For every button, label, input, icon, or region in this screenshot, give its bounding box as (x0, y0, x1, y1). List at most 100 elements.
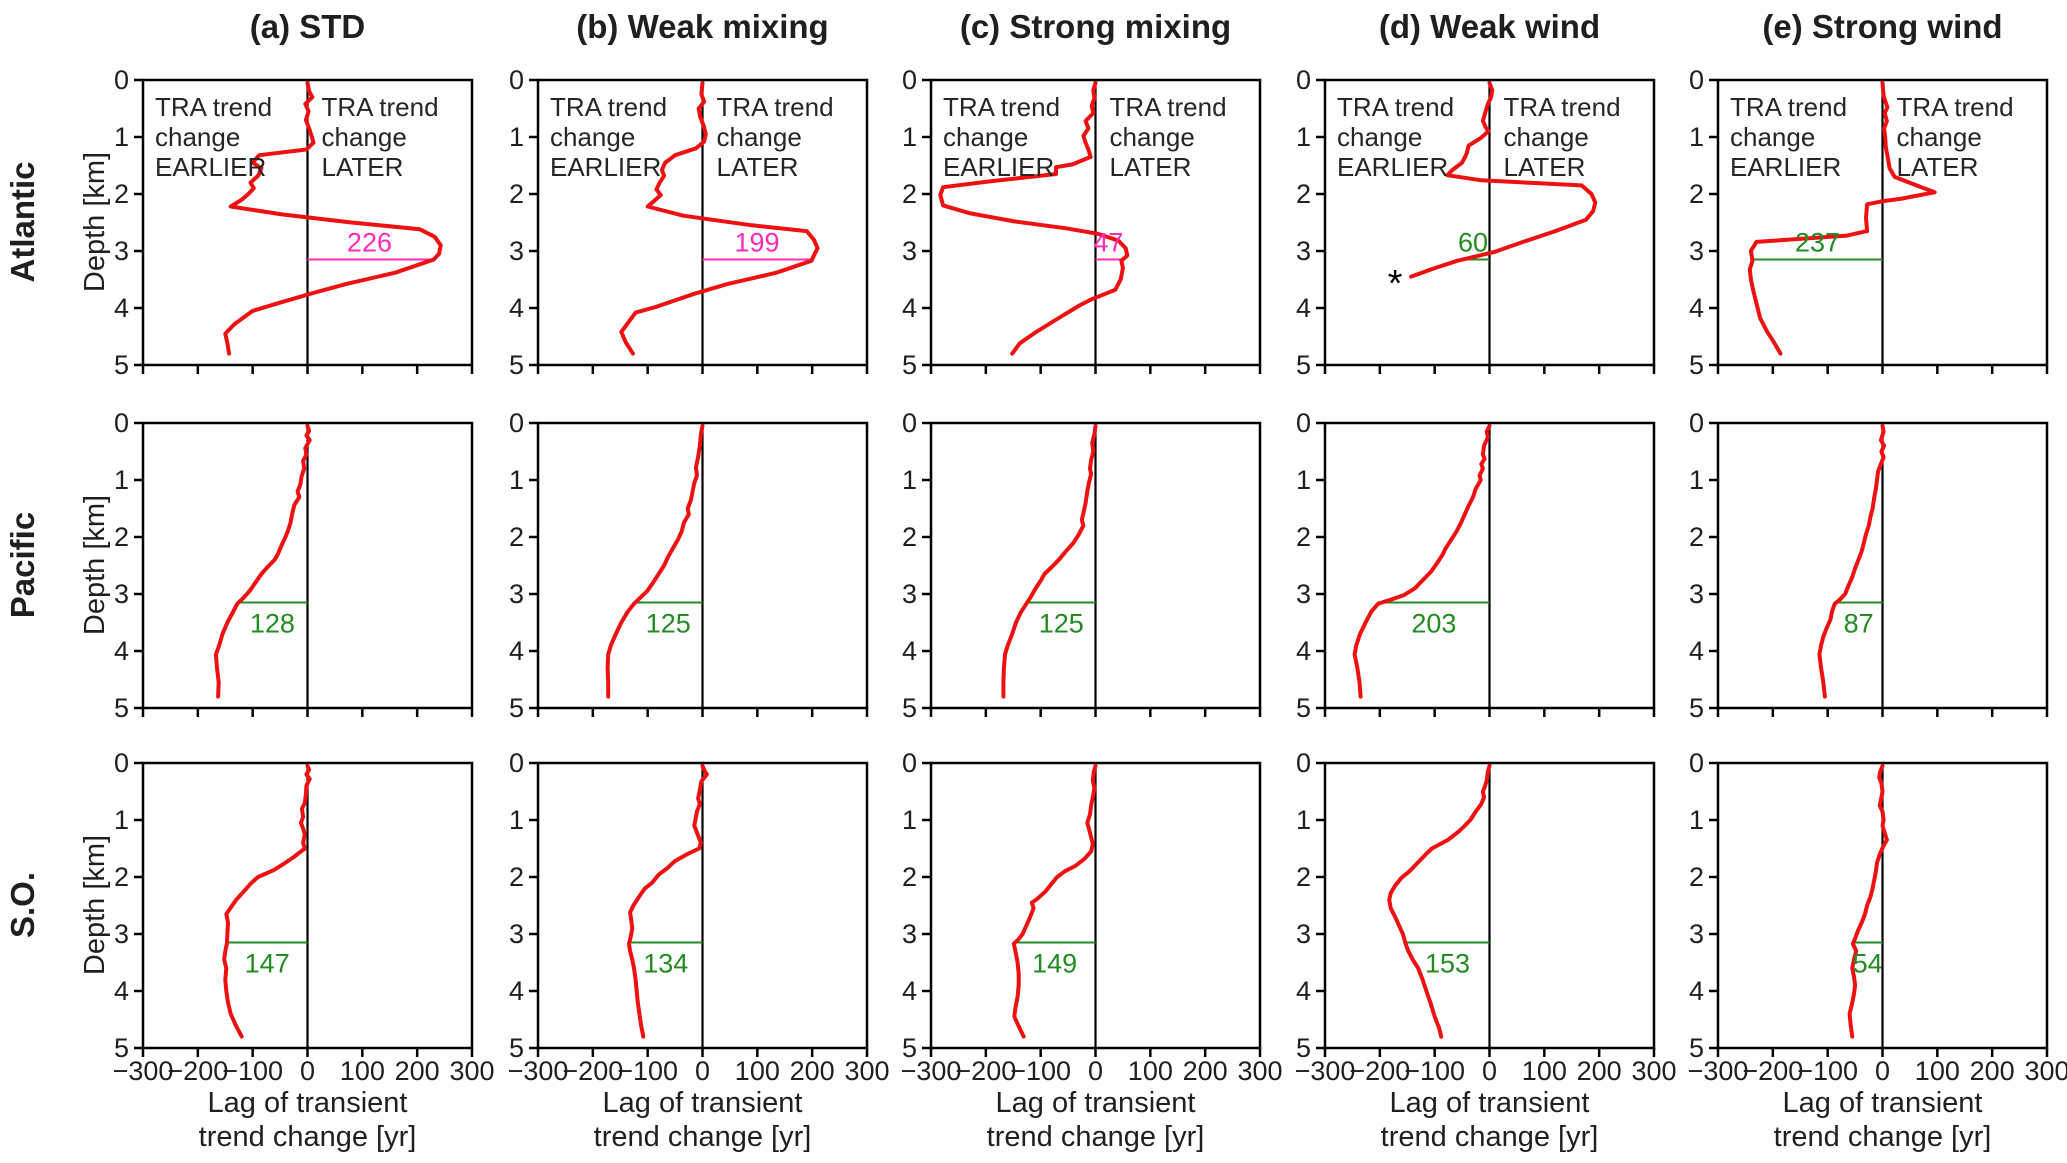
annotation-earlier: EARLIER (943, 152, 1054, 182)
lag-value-label: 47 (1093, 228, 1123, 258)
x-axis (141, 708, 474, 717)
x-tick-label: −200 (562, 1056, 623, 1086)
y-tick-label: 1 (902, 805, 917, 835)
y-tick-label: 0 (902, 65, 917, 95)
y-tick-label: 1 (114, 805, 129, 835)
x-tick-label: −300 (901, 1056, 962, 1086)
y-tick-label: 5 (1296, 693, 1311, 723)
y-tick-label: 3 (114, 919, 129, 949)
x-tick-label: 0 (1088, 1056, 1103, 1086)
y-tick-label: 3 (114, 236, 129, 266)
y-tick-label: 5 (902, 1033, 917, 1063)
y-tick-label: 0 (1689, 65, 1704, 95)
y-tick-label: 1 (1296, 465, 1311, 495)
y-tick-label: 5 (509, 1033, 524, 1063)
y-tick-label: 0 (114, 748, 129, 778)
profile-line (1409, 80, 1598, 279)
y-tick-label: 2 (1296, 522, 1311, 552)
y-axis: 0 1 2 3 4 5 (1689, 408, 1718, 723)
y-tick-label: 5 (509, 693, 524, 723)
y-tick-label: 4 (902, 976, 917, 1006)
x-tick-label: 0 (1482, 1056, 1497, 1086)
y-tick-label: 0 (1689, 748, 1704, 778)
annotation-later: TRA trend (1504, 92, 1621, 122)
y-axis: 0 1 2 3 4 5 (114, 65, 143, 380)
x-tick-label: −200 (955, 1056, 1016, 1086)
annotation-earlier: TRA trend (550, 92, 667, 122)
y-axis: 0 1 2 3 4 5 (114, 408, 143, 723)
y-tick-label: 1 (509, 122, 524, 152)
y-tick-label: 4 (1296, 636, 1311, 666)
x-tick-label: 100 (735, 1056, 780, 1086)
annotation-later: TRA trend (1897, 92, 2014, 122)
panel-so-strong-mixing: 149 −300−200−100 0 100 200 300 0 1 2 3 4 5 (901, 748, 1283, 1086)
y-tick-label: 1 (509, 465, 524, 495)
lag-value-label: 153 (1425, 949, 1470, 979)
y-tick-label: 2 (114, 179, 129, 209)
x-axis (1323, 708, 1656, 717)
x-tick-label: −100 (1797, 1056, 1858, 1086)
y-tick-label: 1 (114, 122, 129, 152)
y-axis: 0 1 2 3 4 5 (1689, 65, 1718, 380)
y-tick-label: 4 (1689, 293, 1704, 323)
y-tick-label: 0 (1296, 65, 1311, 95)
x-axis-label-col3: Lag of transient trend change [yr] (987, 1087, 1205, 1153)
y-tick-label: 5 (509, 350, 524, 380)
x-tick-label: 0 (300, 1056, 315, 1086)
y-tick-label: 2 (902, 179, 917, 209)
x-tick-label: 200 (1577, 1056, 1622, 1086)
x-axis: −300−200−100 0 100 200 300 (1295, 1048, 1677, 1086)
panel-so-strong-wind: 54 −300−200−100 0 100 200 300 0 1 2 3 4 5 (1688, 748, 2067, 1086)
lag-value-label: 199 (735, 228, 780, 258)
panel-so-weak-wind: 153 −300−200−100 0 100 200 300 0 1 2 3 4 5 (1295, 748, 1677, 1086)
y-tick-label: 4 (114, 636, 129, 666)
y-tick-label: 0 (902, 408, 917, 438)
profile-line (1011, 763, 1098, 1039)
row-label-so: S.O. (4, 872, 41, 938)
y-tick-label: 2 (1296, 179, 1311, 209)
profile-line (213, 423, 312, 699)
annotation-earlier: change (550, 122, 635, 152)
x-axis-label-col5: Lag of transient trend change [yr] (1774, 1087, 1992, 1153)
y-tick-label: 5 (902, 693, 917, 723)
x-tick-label: 200 (395, 1056, 440, 1086)
y-tick-label: 0 (902, 748, 917, 778)
panel-pacific-weak-wind: 203 0 1 2 3 4 5 (1296, 408, 1656, 723)
column-title-weak-wind: (d) Weak wind (1379, 8, 1600, 45)
x-tick-label: −100 (1010, 1056, 1071, 1086)
y-tick-label: 4 (114, 976, 129, 1006)
y-tick-label: 3 (509, 236, 524, 266)
x-axis (929, 708, 1262, 717)
y-tick-label: 2 (902, 522, 917, 552)
y-tick-label: 3 (1296, 579, 1311, 609)
annotation-later: LATER (322, 152, 404, 182)
y-tick-label: 0 (509, 408, 524, 438)
y-tick-label: 4 (509, 293, 524, 323)
y-tick-label: 4 (509, 636, 524, 666)
x-tick-label: 0 (1875, 1056, 1890, 1086)
x-tick-label: −200 (1349, 1056, 1410, 1086)
y-tick-label: 2 (509, 862, 524, 892)
y-tick-label: 1 (1689, 805, 1704, 835)
y-tick-label: 1 (509, 805, 524, 835)
annotation-earlier: change (1730, 122, 1815, 152)
x-tick-label: 200 (1970, 1056, 2015, 1086)
lag-value-label: 128 (250, 609, 295, 639)
lag-value-label: 60 (1458, 228, 1488, 258)
annotation-earlier: change (1337, 122, 1422, 152)
profile-line (1817, 423, 1887, 699)
x-tick-label: −200 (167, 1056, 228, 1086)
column-title-std: (a) STD (250, 8, 366, 45)
significance-star: * (1388, 263, 1403, 305)
y-tick-label: 4 (1689, 636, 1704, 666)
y-tick-label: 3 (1689, 919, 1704, 949)
annotation-earlier: change (943, 122, 1028, 152)
lag-value-label: 226 (347, 228, 392, 258)
svg-text:Lag of transient: Lag of transient (603, 1087, 803, 1119)
svg-text:trend change [yr]: trend change [yr] (594, 1121, 812, 1153)
y-tick-label: 5 (1296, 350, 1311, 380)
